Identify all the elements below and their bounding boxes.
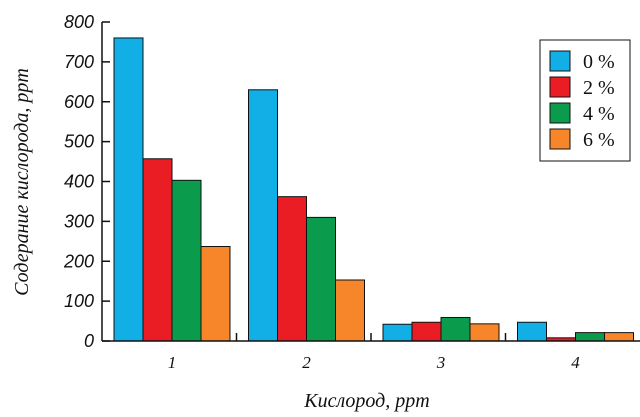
y-tick-label: 400: [64, 172, 94, 192]
legend-swatch: [550, 77, 570, 97]
y-tick-label: 500: [64, 132, 94, 152]
y-tick-label: 300: [64, 211, 94, 231]
bar-3-category-1: [172, 180, 201, 341]
legend: 0 % 2 % 4 % 6 %: [540, 40, 630, 161]
bar-2-category-2: [278, 197, 307, 341]
y-tick-label: 800: [64, 12, 94, 32]
y-tick-label: 100: [64, 291, 94, 311]
y-tick-label: 200: [63, 251, 94, 271]
y-ticks-group: 0 100 200 300 400 500 600 700 800: [63, 12, 110, 351]
bar-3-category-3: [441, 317, 470, 341]
legend-label: 4 %: [583, 103, 615, 125]
bar-2-category-3: [412, 322, 441, 341]
bar-1-category-3: [383, 324, 412, 341]
legend-swatch: [550, 129, 570, 149]
x-tick-label: 1: [168, 353, 177, 372]
bar-3-category-4: [576, 333, 605, 341]
bar-2-category-1: [143, 159, 172, 341]
x-tick-label: 3: [436, 353, 446, 372]
bar-1-category-1: [114, 38, 143, 341]
x-axis-title: Кислород, ppm: [303, 390, 429, 412]
x-tick-label: 2: [302, 353, 311, 372]
legend-swatch: [550, 51, 570, 71]
bar-1-category-2: [249, 90, 278, 341]
y-tick-label: 700: [64, 52, 94, 72]
legend-label: 6 %: [583, 129, 615, 151]
bar-4-category-3: [470, 324, 499, 341]
legend-label: 0 %: [583, 51, 615, 73]
bar-4-category-1: [201, 246, 230, 341]
bar-1-category-4: [518, 322, 547, 341]
legend-swatch: [550, 103, 570, 123]
legend-label: 2 %: [583, 77, 615, 99]
x-tick-label: 4: [571, 353, 580, 372]
bar-4-category-4: [605, 333, 634, 341]
bar-4-category-2: [336, 280, 365, 341]
y-tick-label: 600: [64, 92, 94, 112]
y-tick-label: 0: [84, 331, 94, 351]
bar-3-category-2: [307, 217, 336, 341]
y-axis-title: Содерание кислорода, ppm: [11, 68, 33, 296]
